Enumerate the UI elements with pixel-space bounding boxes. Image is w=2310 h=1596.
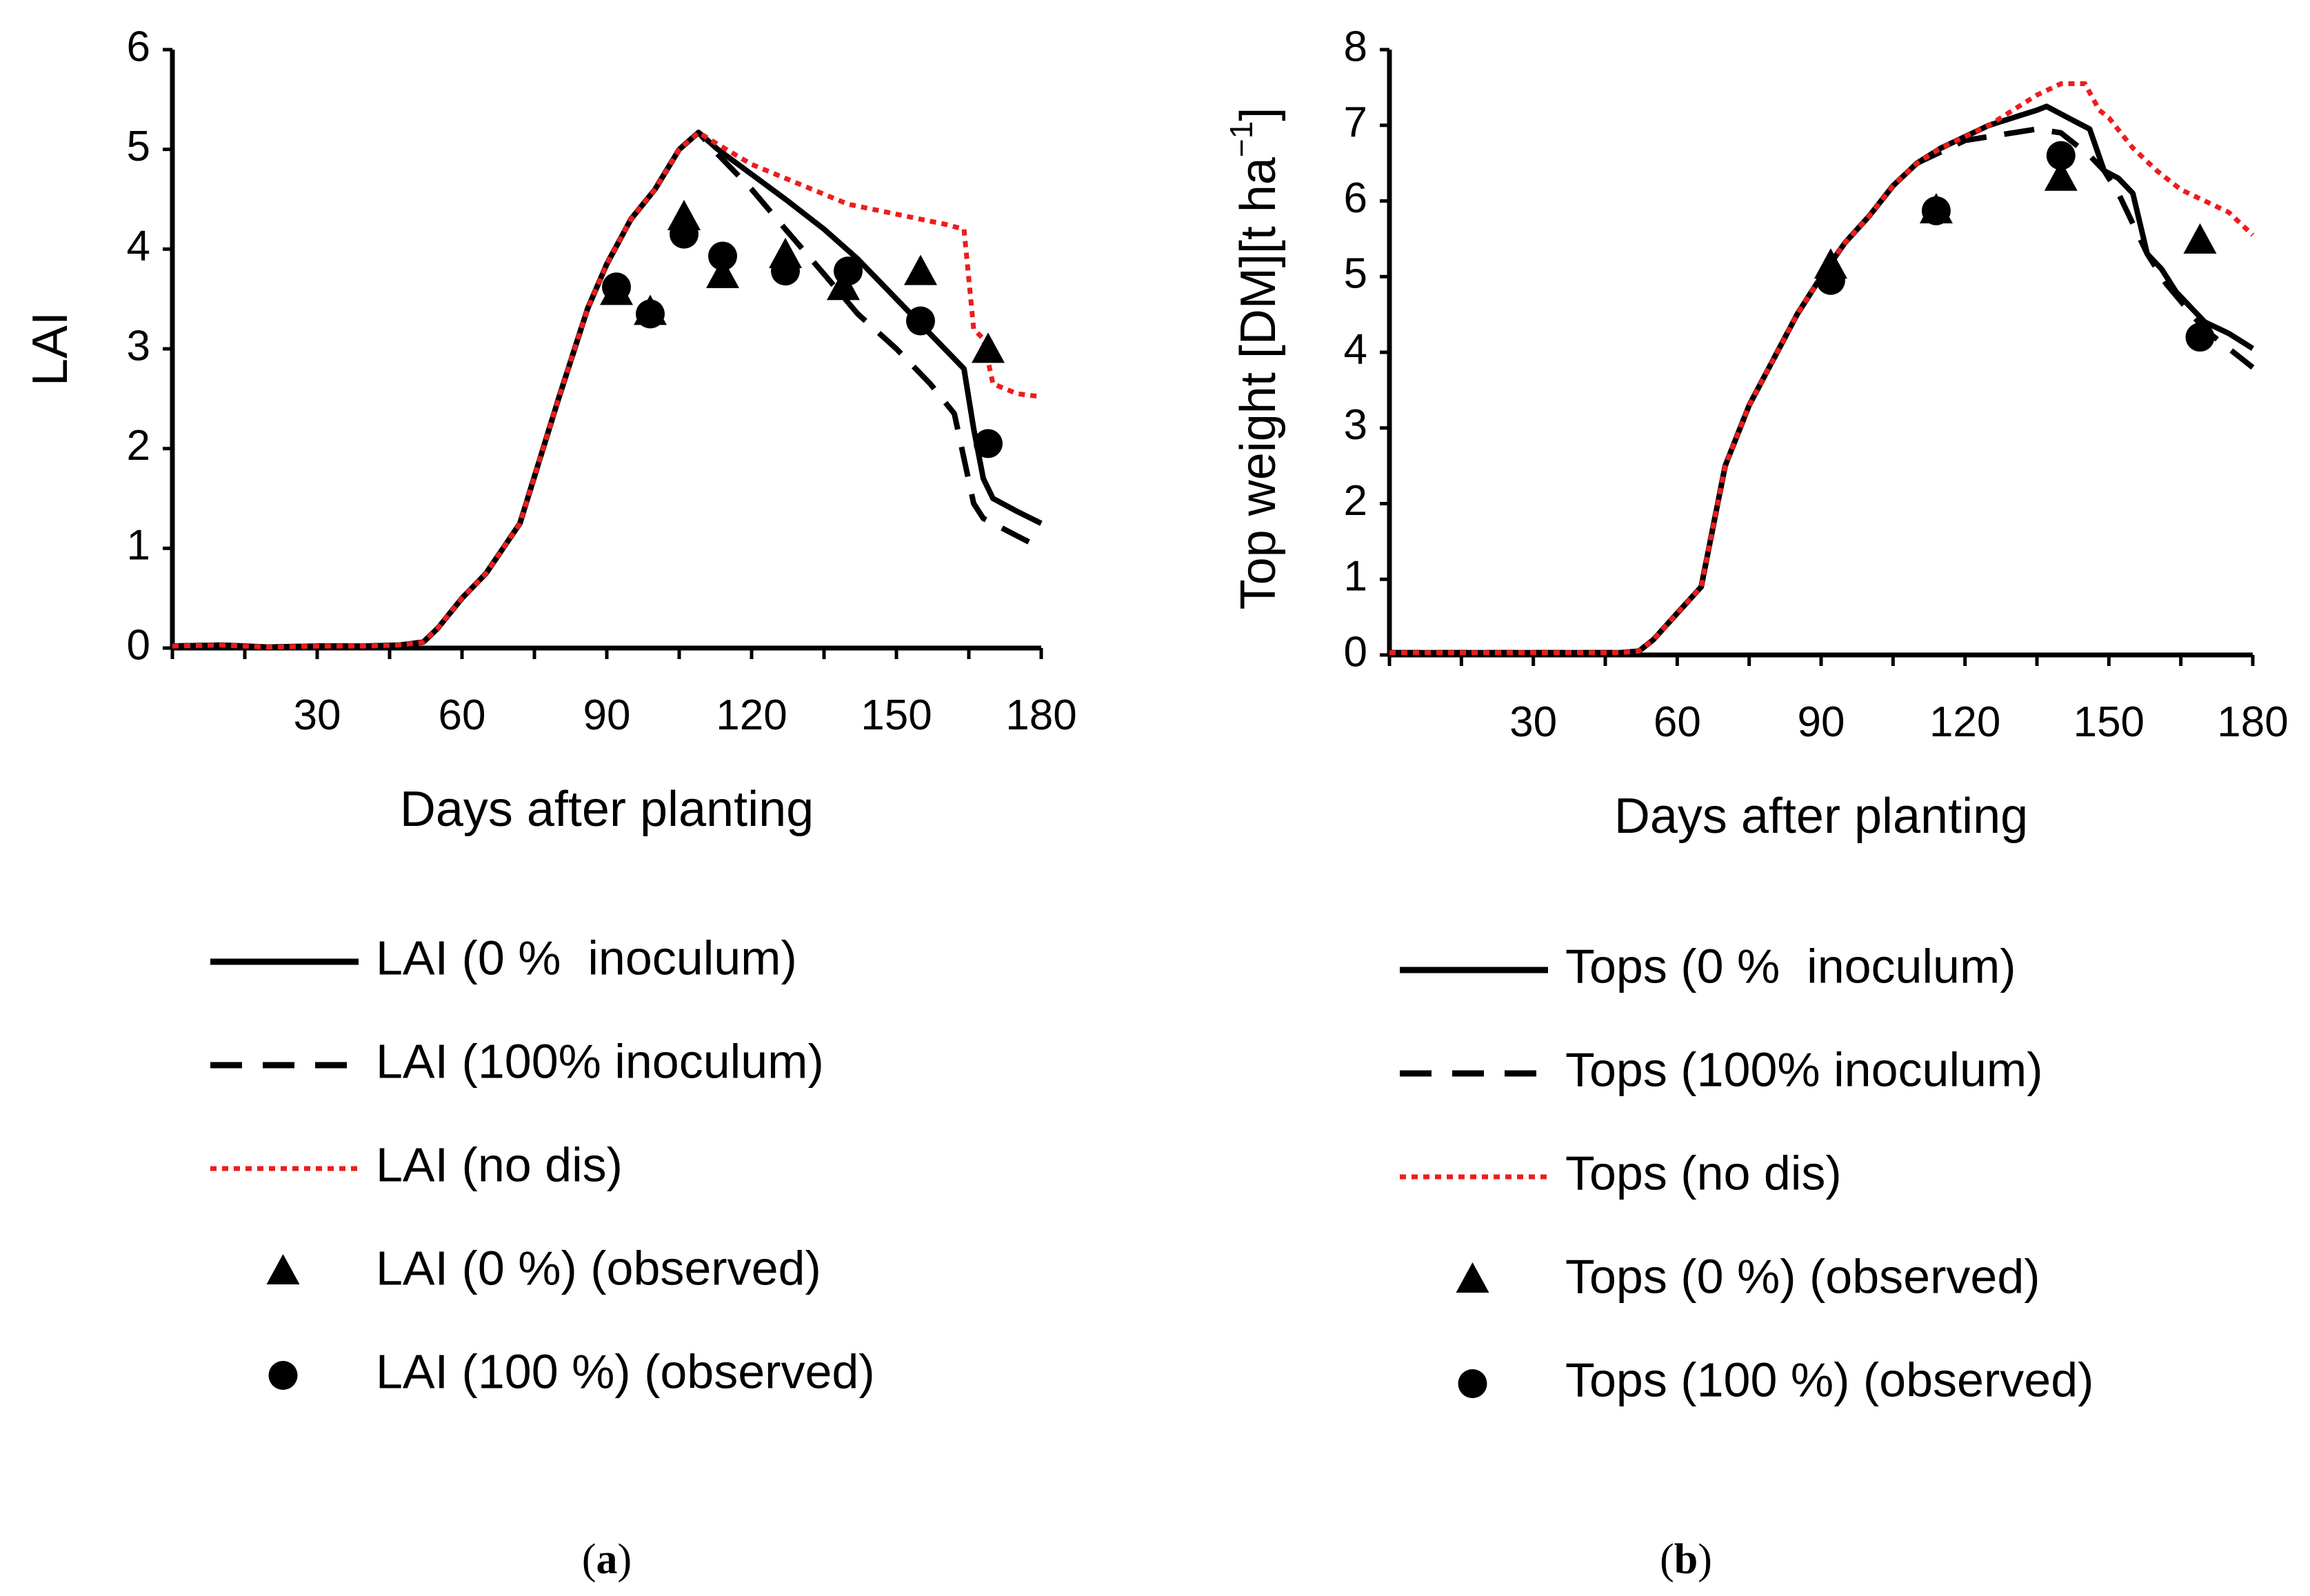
legend-label: LAI (no dis) [376,1138,623,1191]
observed-point-triangle [2183,223,2217,254]
legend-label: Tops (100 %) (observed) [1565,1353,2093,1406]
y-axis-label: LAI [23,312,78,386]
legend-label: Tops (no dis) [1565,1146,1842,1200]
observed-point-circle [974,429,1003,458]
series-line-solid [172,130,1043,650]
observed-point-circle [906,306,935,336]
y-tick-label: 5 [1344,250,1367,298]
y-tick-label: 3 [127,322,150,370]
x-tick-label: 120 [1929,698,2000,746]
x-axis-label: Days after planting [400,782,814,837]
legend: Tops (0 % inoculum) Tops (100% inoculum) T… [1400,939,2093,1406]
y-tick-label: 6 [127,23,150,70]
x-tick-label: 60 [439,691,486,739]
series-line-dashed [1389,126,2255,656]
x-tick-label: 150 [2073,698,2145,746]
y-ticks: 0 1 2 3 4 5 6 7 8 [1344,23,1389,676]
observed-point-circle [834,256,863,286]
legend-swatch-triangle [266,1254,300,1284]
x-tick-label: 180 [1005,691,1076,739]
observed-point-circle [2185,323,2215,352]
y-tick-label: 6 [1344,174,1367,222]
y-tick-label: 1 [127,522,150,569]
x-ticks: 30 60 90 120 150 180 [1387,655,2289,746]
y-tick-label: 7 [1344,99,1367,146]
legend-swatch-triangle [1456,1262,1489,1293]
legend: LAI (0 % inoculum) LAI (100% inoculum) LAI… [210,931,875,1398]
y-tick-label: 4 [1344,325,1367,373]
x-tick-label: 30 [294,691,341,739]
observed-point-circle [636,299,665,329]
panel-caption: (a) [582,1536,632,1583]
observed-point-circle [670,219,699,249]
observed-point-circle [1816,265,1845,295]
chart-panel-b: 0 1 2 3 4 5 6 7 8 30 60 90 120 150 180 Top weight [DM… [1223,23,2289,1583]
y-tick-label: 0 [1344,628,1367,676]
chart-panel-a: 0 1 2 3 4 5 6 30 60 90 120 150 180 LAI Days after p… [23,23,1077,1583]
series-layer [172,130,1043,650]
y-tick-label: 5 [127,123,150,170]
observed-point-circle [708,241,737,271]
observed-point-triangle [827,270,860,301]
legend-label: LAI (0 % inoculum) [376,931,797,984]
legend-label: Tops (0 % inoculum) [1565,939,2016,993]
observed-point-circle [771,256,800,286]
x-tick-label: 30 [1509,698,1557,746]
y-tick-label: 3 [1344,401,1367,449]
y-tick-label: 2 [127,422,150,469]
legend-label: Tops (0 %) (observed) [1565,1249,2040,1303]
y-axis-label: Top weight [DM][t ha−1] [1223,108,1286,610]
series-line-dashed [172,130,1043,650]
legend-swatch-circle [268,1361,298,1390]
observed-point-triangle [904,254,937,285]
legend-swatch-circle [1458,1369,1487,1398]
y-ticks: 0 1 2 3 4 5 6 [127,23,172,669]
x-axis-label: Days after planting [1614,789,2028,844]
series-layer [1389,81,2255,656]
legend-label: LAI (100% inoculum) [376,1034,824,1088]
observed-point-triangle [2044,160,2078,191]
observed-point-triangle [706,257,739,288]
panel-caption: (b) [1660,1536,1712,1583]
series-line-dotted [172,130,1042,650]
legend-label: LAI (0 %) (observed) [376,1241,821,1295]
observed-point-circle [602,272,631,302]
x-tick-label: 120 [716,691,787,739]
y-tick-label: 1 [1344,553,1367,600]
x-ticks: 30 60 90 120 150 180 [170,648,1077,739]
observed-point-triangle [972,332,1005,363]
series-line-dotted [1389,81,2255,656]
x-tick-label: 60 [1654,698,1701,746]
y-tick-label: 0 [127,621,150,669]
observed-point-circle [1921,196,1951,225]
y-tick-label: 4 [127,223,150,270]
series-line-solid [1389,103,2255,656]
x-tick-label: 90 [583,691,631,739]
x-tick-label: 150 [861,691,932,739]
legend-label: LAI (100 %) (observed) [376,1344,875,1398]
y-tick-label: 2 [1344,477,1367,525]
y-tick-label: 8 [1344,23,1367,70]
x-tick-label: 180 [2217,698,2288,746]
legend-label: Tops (100% inoculum) [1565,1042,2043,1096]
observed-point-circle [2046,141,2076,170]
x-tick-label: 90 [1798,698,1845,746]
